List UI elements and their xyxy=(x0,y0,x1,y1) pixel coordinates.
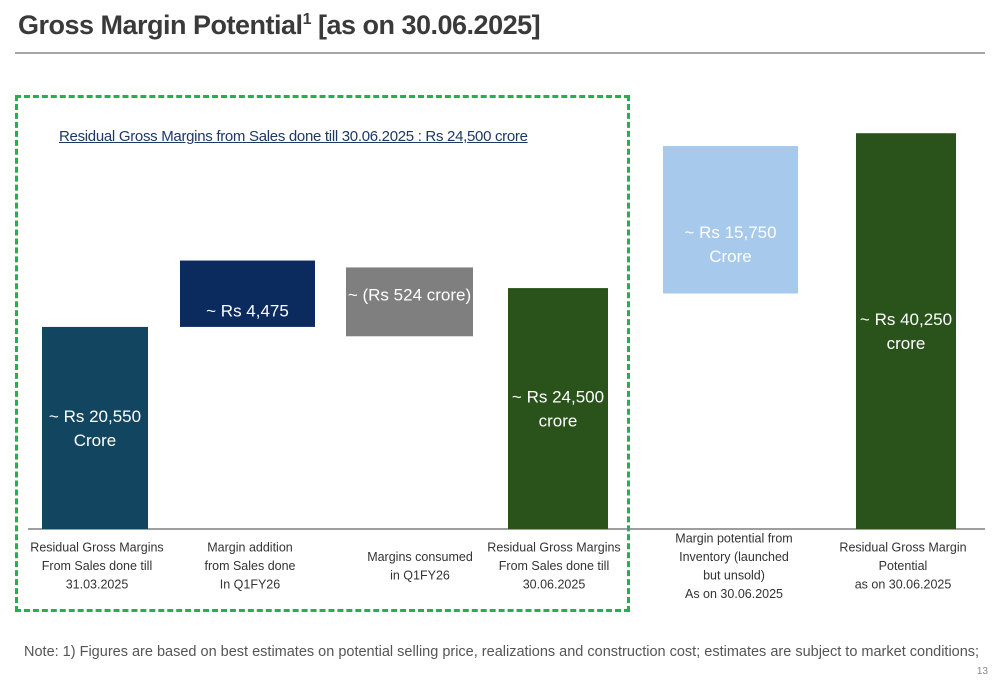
title-divider xyxy=(15,52,985,54)
bar-value-line: ~ (Rs 524 crore) xyxy=(348,285,471,304)
title-date: [as on 30.06.2025] xyxy=(310,10,541,40)
category-label-line: Residual Gross Margins xyxy=(487,541,620,555)
category-label-3: Margins consumed in Q1FY26 xyxy=(367,550,473,583)
category-label-line: Margins consumed xyxy=(367,550,473,564)
slide-title: Gross Margin Potential1 [as on 30.06.202… xyxy=(18,10,541,41)
category-label-6: Residual Gross Margin Potential as on 30.0… xyxy=(839,541,966,592)
bar-value-line: Crore xyxy=(709,247,752,266)
category-label-5: Margin potential from Inventory (launched… xyxy=(675,531,792,601)
category-label-line: Margin potential from xyxy=(675,531,792,545)
category-label-line: Margin addition xyxy=(207,541,293,555)
bar-value-label-2: ~ Rs 4,475 Crore xyxy=(206,302,289,345)
category-label-line: 30.06.2025 xyxy=(523,578,586,592)
category-label-line: as on 30.06.2025 xyxy=(855,578,952,592)
title-footnote-marker: 1 xyxy=(302,11,312,28)
bar-value-line: crore xyxy=(887,334,926,353)
category-label-1: Residual Gross Margins From Sales done ti… xyxy=(30,541,163,592)
category-label-line: in Q1FY26 xyxy=(390,568,450,582)
bar-value-label-3: ~ (Rs 524 crore) xyxy=(348,285,471,304)
category-label-line: As on 30.06.2025 xyxy=(685,587,783,601)
bar-1 xyxy=(42,326,148,529)
bar-value-line: ~ Rs 24,500 xyxy=(512,388,604,407)
category-label-line: From Sales done till xyxy=(499,559,609,573)
footnote: Note: 1) Figures are based on best estim… xyxy=(24,644,980,660)
bar-value-label-6: ~ Rs 40,250 crore xyxy=(860,310,952,353)
category-label-line: From Sales done till xyxy=(42,559,152,573)
bar-4 xyxy=(508,288,608,529)
bar-value-line: Crore xyxy=(74,431,117,450)
category-label-line: Potential xyxy=(879,559,928,573)
bar-value-line: ~ Rs 15,750 xyxy=(684,223,776,242)
bar-6 xyxy=(856,133,956,530)
category-label-line: but unsold) xyxy=(703,568,765,582)
category-label-line: 31.03.2025 xyxy=(66,578,129,592)
bar-value-line: ~ Rs 20,550 xyxy=(49,407,141,426)
bar-value-label-5: ~ Rs 15,750 Crore xyxy=(684,223,776,266)
bar-5 xyxy=(663,145,798,294)
category-label-2: Margin addition from Sales done In Q1FY26 xyxy=(204,541,295,592)
page-number: 13 xyxy=(976,666,988,677)
bar-value-line: ~ Rs 4,475 xyxy=(206,302,289,321)
bar-value-line: Crore xyxy=(226,326,269,345)
category-label-line: Residual Gross Margin xyxy=(839,541,966,555)
category-label-line: Inventory (launched xyxy=(679,550,789,564)
bar-value-label-1: ~ Rs 20,550 Crore xyxy=(49,407,141,450)
residual-margin-highlight-box xyxy=(15,95,630,612)
residual-margin-heading: Residual Gross Margins from Sales done t… xyxy=(59,128,528,145)
bar-value-line: ~ Rs 40,250 xyxy=(860,310,952,329)
bar-value-line: crore xyxy=(539,412,578,431)
category-label-line: Residual Gross Margins xyxy=(30,541,163,555)
category-label-line: In Q1FY26 xyxy=(220,578,280,592)
bar-value-label-4: ~ Rs 24,500 crore xyxy=(512,388,604,431)
category-label-4: Residual Gross Margins From Sales done ti… xyxy=(487,541,620,592)
title-text: Gross Margin Potential xyxy=(18,10,303,40)
bar-2 xyxy=(180,260,315,327)
bar-3 xyxy=(346,267,473,337)
category-label-line: from Sales done xyxy=(204,559,295,573)
